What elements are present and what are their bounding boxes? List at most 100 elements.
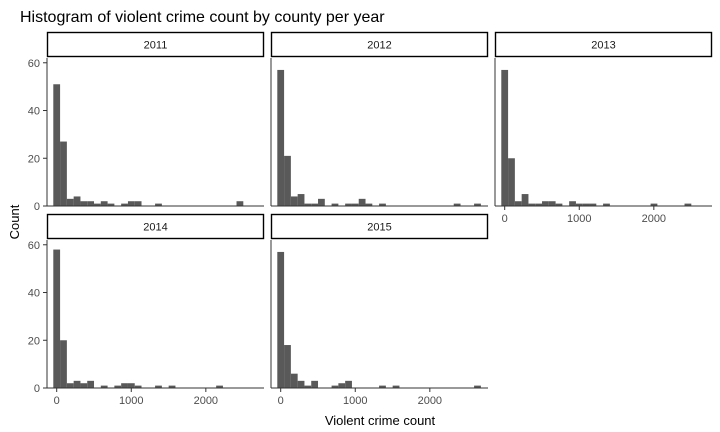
- histogram-bar: [603, 203, 610, 206]
- y-tick-label: 0: [34, 383, 40, 395]
- histogram-bar: [66, 383, 74, 388]
- histogram-bar: [521, 194, 529, 206]
- facet-strip-2015: [270, 213, 489, 240]
- histogram-bar: [127, 383, 135, 388]
- histogram-bar: [338, 383, 346, 388]
- histogram-bar: [297, 194, 305, 206]
- y-tick-label: 60: [28, 58, 40, 70]
- histogram-bar: [284, 155, 291, 206]
- histogram-bar: [345, 203, 352, 206]
- histogram-bar: [134, 385, 142, 388]
- facet-panel-2011: 2011 0 20 40 60: [28, 31, 265, 213]
- histogram-bar: [569, 201, 576, 206]
- histogram-bar: [345, 380, 352, 388]
- histogram-bar: [168, 385, 176, 388]
- histogram-bar: [277, 251, 285, 388]
- histogram-bar: [73, 380, 81, 388]
- histogram-bar: [304, 385, 312, 388]
- histogram-bar: [318, 198, 325, 206]
- x-tick-label: 0: [502, 213, 508, 225]
- histogram-bar: [100, 385, 108, 388]
- histogram-bar: [589, 203, 597, 206]
- x-tick-label: 0: [54, 395, 60, 407]
- histogram-bar: [542, 201, 549, 206]
- facet-strip-label-2011: 2011: [144, 40, 168, 52]
- x-tick-label: 1000: [343, 395, 367, 407]
- y-tick-label: 0: [34, 201, 40, 213]
- histogram-bar: [474, 203, 481, 206]
- x-tick-label: 1000: [119, 395, 143, 407]
- histogram-bar: [94, 203, 101, 206]
- histogram-bar: [80, 201, 88, 206]
- histogram-bar: [121, 203, 128, 206]
- histogram-bar: [66, 198, 74, 206]
- x-tick-label: 1000: [567, 213, 591, 225]
- histogram-bar: [528, 203, 536, 206]
- x-axis-title: Violent crime count: [325, 413, 436, 428]
- histogram-bar: [474, 385, 481, 388]
- facet-panel-2015: 2015 0 1000 2000: [270, 213, 489, 407]
- histogram-bar: [535, 203, 543, 206]
- histogram-bar: [87, 380, 95, 388]
- histogram-bar: [379, 385, 386, 388]
- histogram-bar: [575, 203, 583, 206]
- histogram-bar: [290, 373, 298, 388]
- facet-strip-2012: [270, 31, 489, 58]
- histogram-bar: [501, 69, 509, 206]
- histogram-bar: [684, 203, 692, 206]
- histogram-bar: [304, 203, 312, 206]
- facet-strip-label-2013: 2013: [591, 40, 615, 52]
- histogram-bar: [277, 69, 285, 206]
- histogram-bar: [216, 385, 223, 388]
- histogram-bar: [555, 203, 563, 206]
- histogram-bar: [80, 383, 88, 388]
- y-tick-label: 20: [28, 153, 40, 165]
- facet-panel-2012: 2012: [270, 31, 489, 207]
- histogram-bar: [331, 203, 339, 206]
- facet-strip-label-2015: 2015: [367, 222, 391, 234]
- histogram-bar: [508, 158, 515, 206]
- y-axis-title: Count: [7, 204, 22, 239]
- histogram-bar: [73, 196, 81, 206]
- histogram-bar: [114, 385, 122, 388]
- histogram-bar: [582, 203, 590, 206]
- facet-strip-2011: [46, 31, 265, 58]
- x-tick-label: 2000: [194, 395, 218, 407]
- y-tick-label: 20: [28, 335, 40, 347]
- y-tick-label: 60: [28, 240, 40, 252]
- facet-strip-2013: [494, 31, 713, 58]
- facet-panel-2013: 2013 0 1000 2000: [494, 31, 713, 225]
- histogram-bar: [53, 84, 61, 206]
- histogram-bar: [60, 340, 67, 388]
- histogram-bar: [514, 201, 522, 206]
- histogram-bar: [134, 201, 142, 206]
- histogram-bar: [311, 380, 319, 388]
- histogram-bar: [311, 203, 319, 206]
- histogram-bar: [121, 383, 128, 388]
- facet-panel-2014: 2014 0 20 40 60 0 1000 2000: [28, 213, 265, 407]
- facet-panels: 2011 0 20 40 60 2012 2013 0 1000 2000 2014 0 20 40 60 0…: [28, 31, 713, 407]
- histogram-bar: [331, 385, 339, 388]
- y-tick-label: 40: [28, 288, 40, 300]
- histogram-bar: [236, 201, 244, 206]
- histogram-bar: [351, 203, 359, 206]
- histogram-bar: [127, 201, 135, 206]
- histogram-bar: [290, 196, 298, 206]
- x-tick-label: 2000: [418, 395, 442, 407]
- facet-strip-label-2014: 2014: [143, 222, 167, 234]
- histogram-bar: [548, 201, 556, 206]
- histogram-bar: [284, 345, 291, 388]
- histogram-bar: [53, 249, 61, 388]
- histogram-bar: [379, 203, 386, 206]
- y-tick-label: 40: [28, 106, 40, 118]
- histogram-bar: [358, 198, 366, 206]
- histogram-bar: [107, 203, 115, 206]
- histogram-bar: [650, 203, 658, 206]
- histogram-bar: [155, 385, 162, 388]
- histogram-bar: [453, 203, 461, 206]
- histogram-bar: [365, 203, 373, 206]
- facet-strip-2014: [46, 213, 265, 240]
- histogram-bar: [297, 380, 305, 388]
- histogram-bar: [155, 203, 162, 206]
